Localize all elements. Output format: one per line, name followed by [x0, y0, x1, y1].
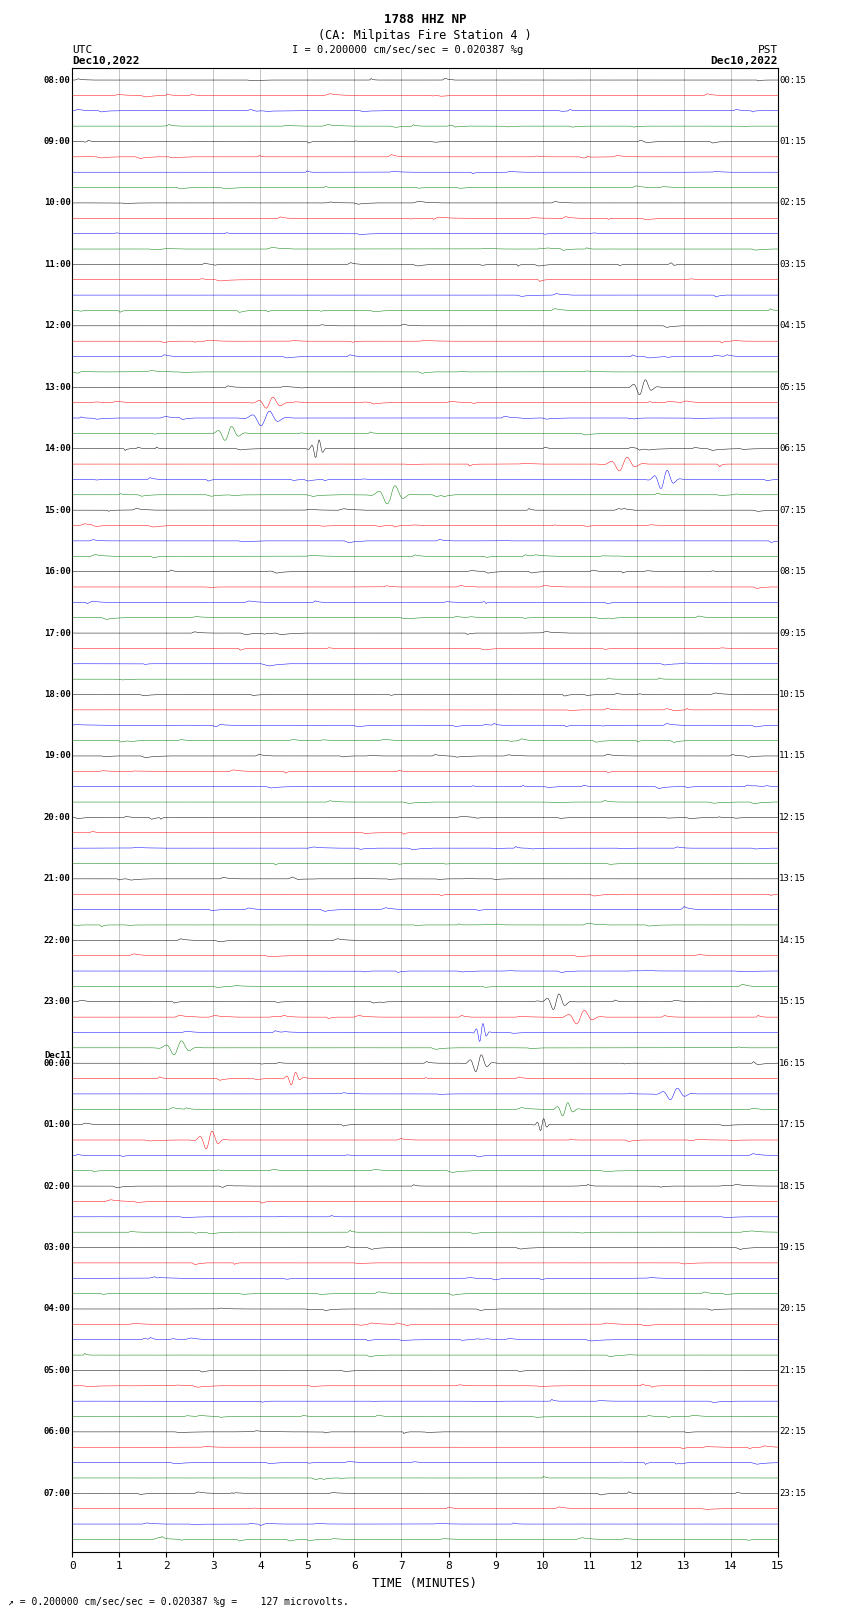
Text: 08:15: 08:15	[779, 568, 806, 576]
Text: 11:00: 11:00	[44, 260, 71, 269]
Text: 06:15: 06:15	[779, 444, 806, 453]
Text: 15:00: 15:00	[44, 505, 71, 515]
Text: 00:15: 00:15	[779, 76, 806, 84]
Text: 23:00: 23:00	[44, 997, 71, 1007]
Text: 15:15: 15:15	[779, 997, 806, 1007]
Text: 02:15: 02:15	[779, 198, 806, 208]
Text: Dec10,2022: Dec10,2022	[72, 56, 139, 66]
Text: (CA: Milpitas Fire Station 4 ): (CA: Milpitas Fire Station 4 )	[318, 29, 532, 42]
Text: 03:15: 03:15	[779, 260, 806, 269]
Text: 14:15: 14:15	[779, 936, 806, 945]
Text: 18:15: 18:15	[779, 1182, 806, 1190]
Text: 19:15: 19:15	[779, 1244, 806, 1252]
Text: 10:15: 10:15	[779, 690, 806, 698]
Text: 21:00: 21:00	[44, 874, 71, 884]
Text: 22:00: 22:00	[44, 936, 71, 945]
Text: 06:00: 06:00	[44, 1428, 71, 1437]
Text: 12:15: 12:15	[779, 813, 806, 823]
Text: 11:15: 11:15	[779, 752, 806, 760]
Text: 21:15: 21:15	[779, 1366, 806, 1374]
Text: 09:00: 09:00	[44, 137, 71, 147]
Text: UTC: UTC	[72, 45, 93, 55]
Text: 12:00: 12:00	[44, 321, 71, 331]
Text: 16:15: 16:15	[779, 1058, 806, 1068]
Text: 07:15: 07:15	[779, 505, 806, 515]
Text: 19:00: 19:00	[44, 752, 71, 760]
Text: 04:15: 04:15	[779, 321, 806, 331]
Text: 20:15: 20:15	[779, 1305, 806, 1313]
Text: 07:00: 07:00	[44, 1489, 71, 1498]
Text: Dec10,2022: Dec10,2022	[711, 56, 778, 66]
Text: 22:15: 22:15	[779, 1428, 806, 1437]
Text: 1788 HHZ NP: 1788 HHZ NP	[383, 13, 467, 26]
Text: 23:15: 23:15	[779, 1489, 806, 1498]
Text: 03:00: 03:00	[44, 1244, 71, 1252]
Text: 01:00: 01:00	[44, 1119, 71, 1129]
Text: 01:15: 01:15	[779, 137, 806, 147]
Text: 10:00: 10:00	[44, 198, 71, 208]
Text: 00:00: 00:00	[44, 1058, 71, 1068]
Text: 09:15: 09:15	[779, 629, 806, 637]
Text: 04:00: 04:00	[44, 1305, 71, 1313]
Text: 17:15: 17:15	[779, 1119, 806, 1129]
Text: 13:15: 13:15	[779, 874, 806, 884]
Text: I = 0.200000 cm/sec/sec = 0.020387 %g: I = 0.200000 cm/sec/sec = 0.020387 %g	[292, 45, 524, 55]
Text: 18:00: 18:00	[44, 690, 71, 698]
Text: 05:15: 05:15	[779, 382, 806, 392]
Text: 17:00: 17:00	[44, 629, 71, 637]
Text: 20:00: 20:00	[44, 813, 71, 823]
Text: 02:00: 02:00	[44, 1182, 71, 1190]
Text: 08:00: 08:00	[44, 76, 71, 84]
X-axis label: TIME (MINUTES): TIME (MINUTES)	[372, 1578, 478, 1590]
Text: 05:00: 05:00	[44, 1366, 71, 1374]
Text: 13:00: 13:00	[44, 382, 71, 392]
Text: 16:00: 16:00	[44, 568, 71, 576]
Text: ↗ = 0.200000 cm/sec/sec = 0.020387 %g =    127 microvolts.: ↗ = 0.200000 cm/sec/sec = 0.020387 %g = …	[8, 1597, 349, 1607]
Text: 14:00: 14:00	[44, 444, 71, 453]
Text: PST: PST	[757, 45, 778, 55]
Text: Dec11: Dec11	[44, 1052, 71, 1060]
